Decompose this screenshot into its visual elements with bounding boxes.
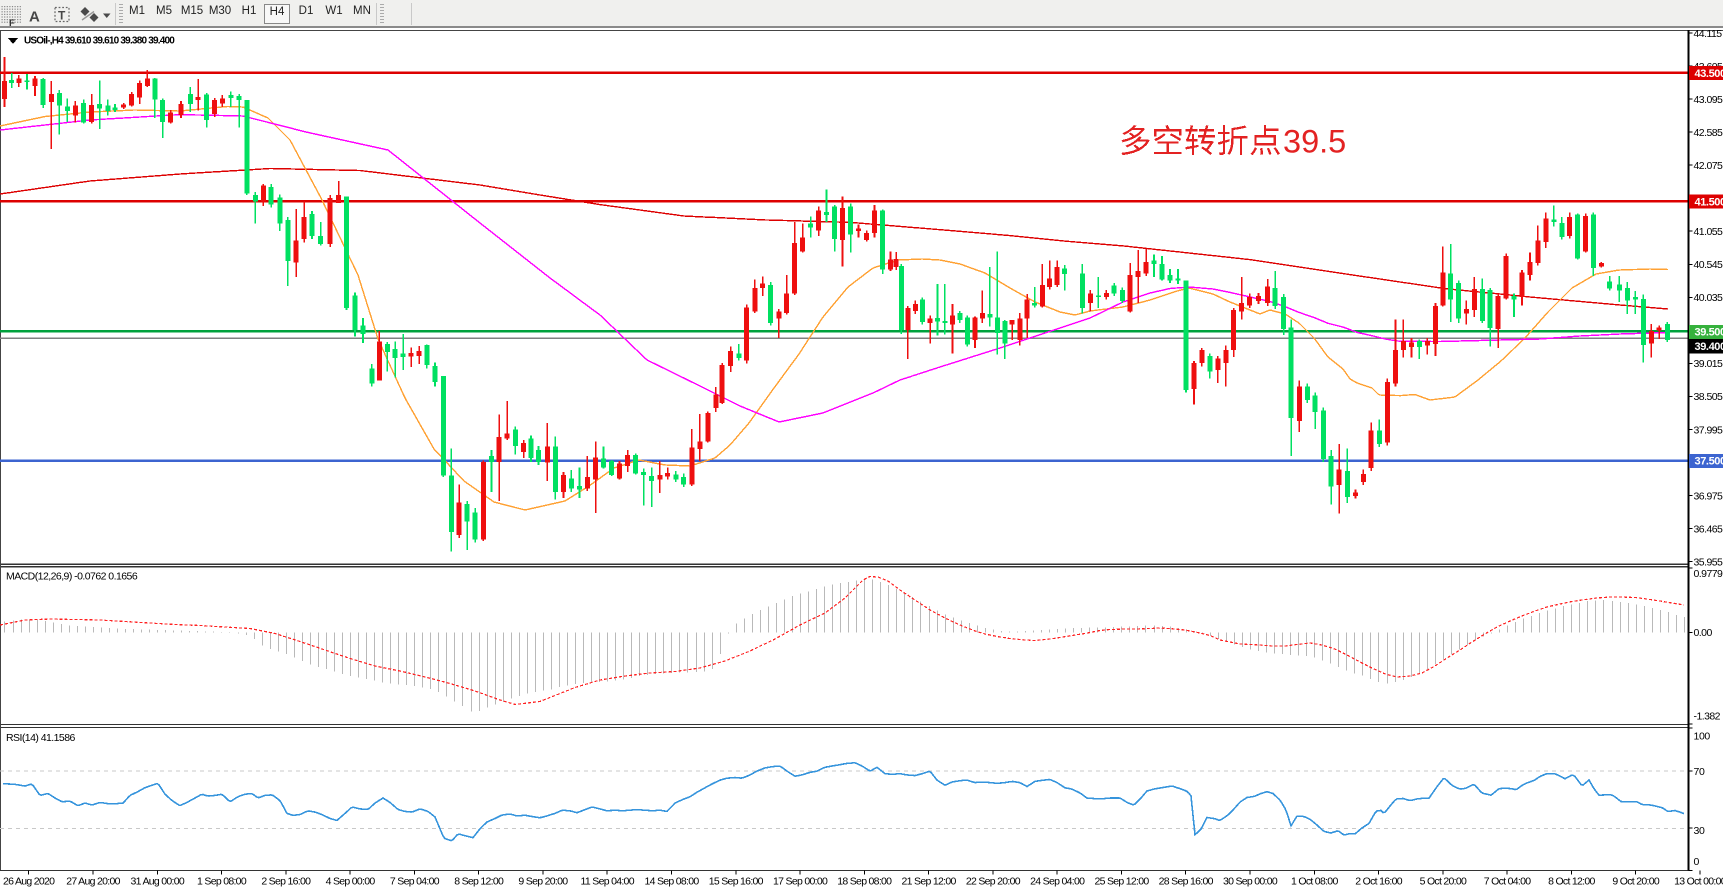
svg-text:0: 0 [1694, 856, 1700, 868]
svg-text:25 Sep 12:00: 25 Sep 12:00 [1094, 876, 1149, 888]
svg-text:26 Aug 2020: 26 Aug 2020 [3, 876, 55, 888]
svg-text:0.00: 0.00 [1694, 627, 1713, 639]
svg-text:39.015: 39.015 [1694, 358, 1723, 370]
svg-text:40.035: 40.035 [1694, 292, 1723, 304]
svg-text:31 Aug 00:00: 31 Aug 00:00 [131, 876, 185, 888]
svg-text:40.545: 40.545 [1694, 259, 1723, 271]
svg-text:8 Sep 12:00: 8 Sep 12:00 [454, 876, 504, 888]
svg-text:36.975: 36.975 [1694, 490, 1723, 502]
svg-text:100: 100 [1694, 731, 1711, 743]
svg-text:39.400: 39.400 [1695, 341, 1723, 353]
svg-text:43.500: 43.500 [1695, 68, 1723, 80]
svg-text:44.115: 44.115 [1694, 30, 1723, 40]
svg-text:30 Sep 00:00: 30 Sep 00:00 [1223, 876, 1278, 888]
svg-text:30: 30 [1694, 825, 1705, 837]
svg-text:41.500: 41.500 [1695, 196, 1723, 208]
svg-text:RSI(14) 41.1586: RSI(14) 41.1586 [6, 732, 76, 744]
svg-text:4 Sep 00:00: 4 Sep 00:00 [326, 876, 376, 888]
svg-text:8 Oct 12:00: 8 Oct 12:00 [1548, 876, 1595, 888]
svg-text:41.055: 41.055 [1694, 226, 1723, 238]
svg-text:21 Sep 12:00: 21 Sep 12:00 [902, 876, 957, 888]
svg-text:USOil-,H4 39.610 39.610 39.38: USOil-,H4 39.610 39.610 39.380 39.400 [24, 36, 175, 47]
svg-text:MACD(12,26,9) -0.0762 0.1656: MACD(12,26,9) -0.0762 0.1656 [6, 571, 138, 583]
svg-text:27 Aug 20:00: 27 Aug 20:00 [66, 876, 120, 888]
svg-text:37.995: 37.995 [1694, 424, 1723, 436]
svg-text:9 Oct 20:00: 9 Oct 20:00 [1612, 876, 1659, 888]
svg-text:14 Sep 08:00: 14 Sep 08:00 [644, 876, 699, 888]
svg-text:22 Sep 20:00: 22 Sep 20:00 [966, 876, 1021, 888]
svg-text:1 Sep 08:00: 1 Sep 08:00 [197, 876, 247, 888]
svg-text:24 Sep 04:00: 24 Sep 04:00 [1030, 876, 1085, 888]
svg-text:17 Sep 00:00: 17 Sep 00:00 [773, 876, 828, 888]
svg-text:A: A [29, 9, 40, 26]
svg-text:11 Sep 04:00: 11 Sep 04:00 [581, 876, 635, 888]
svg-text:37.500: 37.500 [1695, 456, 1723, 468]
svg-text:43.095: 43.095 [1694, 94, 1723, 106]
svg-text:18 Sep 08:00: 18 Sep 08:00 [837, 876, 892, 888]
svg-text:F: F [9, 18, 15, 28]
svg-text:39.5: 39.5 [1283, 124, 1346, 160]
svg-text:13 Oct 00:00: 13 Oct 00:00 [1674, 876, 1723, 888]
svg-text:7 Oct 04:00: 7 Oct 04:00 [1484, 876, 1531, 888]
svg-text:-1.382: -1.382 [1694, 711, 1721, 723]
svg-text:42.075: 42.075 [1694, 160, 1723, 172]
svg-text:28 Sep 16:00: 28 Sep 16:00 [1159, 876, 1214, 888]
svg-text:1 Oct 08:00: 1 Oct 08:00 [1291, 876, 1338, 888]
svg-text:9 Sep 20:00: 9 Sep 20:00 [518, 876, 568, 888]
svg-text:39.500: 39.500 [1695, 327, 1723, 339]
svg-text:35.955: 35.955 [1694, 556, 1723, 568]
svg-text:38.505: 38.505 [1694, 391, 1723, 403]
svg-text:42.585: 42.585 [1694, 127, 1723, 139]
svg-text:2 Sep 16:00: 2 Sep 16:00 [261, 876, 311, 888]
svg-text:2 Oct 16:00: 2 Oct 16:00 [1355, 876, 1402, 888]
svg-text:15 Sep 16:00: 15 Sep 16:00 [709, 876, 764, 888]
svg-text:T: T [58, 9, 66, 23]
svg-text:7 Sep 04:00: 7 Sep 04:00 [390, 876, 440, 888]
svg-text:36.465: 36.465 [1694, 523, 1723, 535]
svg-text:70: 70 [1694, 766, 1705, 778]
svg-text:0.9779: 0.9779 [1694, 568, 1723, 580]
svg-text:5 Oct 20:00: 5 Oct 20:00 [1420, 876, 1467, 888]
